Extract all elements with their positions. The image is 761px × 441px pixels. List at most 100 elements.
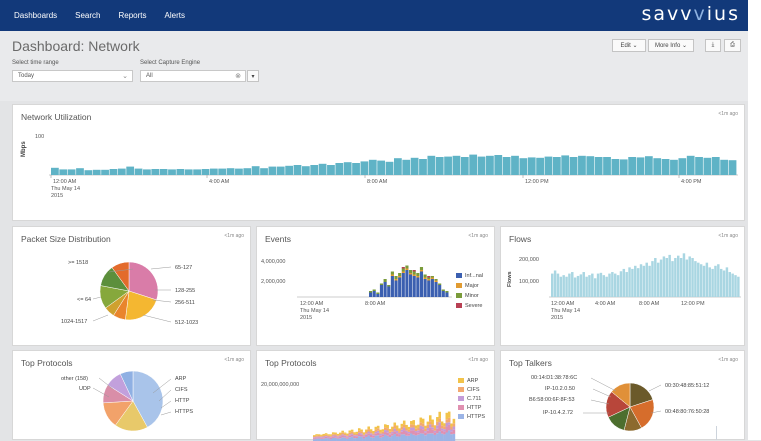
flow-bar[interactable] <box>571 272 574 297</box>
flow-bar[interactable] <box>737 276 740 297</box>
utilization-bar[interactable] <box>703 157 712 175</box>
talker-slice[interactable] <box>611 382 631 408</box>
flow-bar[interactable] <box>551 273 554 297</box>
flow-bar[interactable] <box>654 258 657 297</box>
event-bar[interactable] <box>430 276 434 278</box>
flow-bar[interactable] <box>734 275 737 297</box>
edit-button[interactable]: Edit ⌄ <box>612 39 646 52</box>
download-icon[interactable]: ⤓ <box>705 39 721 52</box>
nav-search[interactable]: Search <box>75 11 101 20</box>
utilization-bar[interactable] <box>427 155 436 175</box>
event-bar[interactable] <box>387 285 391 287</box>
nav-dashboards[interactable]: Dashboards <box>14 11 58 20</box>
flow-bar[interactable] <box>576 275 580 297</box>
utilization-bar[interactable] <box>586 156 595 175</box>
utilization-bar[interactable] <box>402 159 411 175</box>
utilization-bar[interactable] <box>285 165 294 175</box>
utilization-bar[interactable] <box>276 166 285 175</box>
utilization-bar[interactable] <box>527 157 536 175</box>
event-bar[interactable] <box>372 289 376 292</box>
event-bar[interactable] <box>416 273 420 276</box>
flow-bar[interactable] <box>671 261 674 297</box>
utilization-bar[interactable] <box>59 169 68 175</box>
utilization-bar[interactable] <box>711 157 720 175</box>
flow-bar[interactable] <box>697 262 700 297</box>
event-bar[interactable] <box>434 279 438 281</box>
utilization-bar[interactable] <box>460 157 469 175</box>
utilization-bar[interactable] <box>343 162 352 175</box>
utilization-bar[interactable] <box>310 165 319 175</box>
utilization-bar[interactable] <box>594 157 603 175</box>
event-bar[interactable] <box>423 274 427 278</box>
utilization-bar[interactable] <box>486 155 494 175</box>
event-bar[interactable] <box>419 267 424 270</box>
utilization-bar[interactable] <box>536 157 544 175</box>
event-bar[interactable] <box>427 277 431 280</box>
flow-bar[interactable] <box>619 271 623 297</box>
flow-bar[interactable] <box>614 273 617 297</box>
utilization-bar[interactable] <box>511 155 519 175</box>
utilization-bar[interactable] <box>444 156 452 175</box>
event-bar[interactable] <box>416 276 420 278</box>
utilization-bar[interactable] <box>109 169 118 175</box>
flow-bar[interactable] <box>611 272 614 297</box>
flow-bar[interactable] <box>605 276 608 297</box>
flow-bar[interactable] <box>565 276 568 297</box>
utilization-bar[interactable] <box>695 157 703 175</box>
flow-bar[interactable] <box>648 265 651 297</box>
talker-slice[interactable] <box>629 399 655 429</box>
flow-bar[interactable] <box>579 274 583 297</box>
utilization-bar[interactable] <box>92 169 101 175</box>
flow-bar[interactable] <box>628 267 631 297</box>
event-bar[interactable] <box>419 271 424 298</box>
event-bar[interactable] <box>445 292 449 298</box>
flow-bar[interactable] <box>731 273 734 297</box>
utilization-bar[interactable] <box>452 155 461 175</box>
utilization-bar[interactable] <box>561 155 570 175</box>
event-bar[interactable] <box>394 276 398 279</box>
flow-bar[interactable] <box>582 272 585 297</box>
flow-bar[interactable] <box>616 275 620 297</box>
event-bar[interactable] <box>412 276 416 297</box>
clear-icon[interactable]: ⊗ <box>235 73 241 80</box>
event-bar[interactable] <box>401 267 405 269</box>
flow-bar[interactable] <box>622 268 626 297</box>
utilization-bar[interactable] <box>603 157 611 175</box>
utilization-bar[interactable] <box>193 169 201 175</box>
event-bar[interactable] <box>409 274 413 298</box>
event-bar[interactable] <box>427 276 431 278</box>
event-bar[interactable] <box>423 279 427 297</box>
utilization-bar[interactable] <box>644 156 653 175</box>
event-bar[interactable] <box>394 280 398 298</box>
flow-bar[interactable] <box>591 273 594 297</box>
event-bar[interactable] <box>390 274 394 277</box>
utilization-bar[interactable] <box>251 166 260 175</box>
flow-bar[interactable] <box>636 268 640 297</box>
utilization-bar[interactable] <box>435 157 444 175</box>
flow-bar[interactable] <box>725 267 729 297</box>
utilization-bar[interactable] <box>544 156 553 175</box>
event-bar[interactable] <box>430 279 434 297</box>
utilization-bar[interactable] <box>51 167 59 175</box>
flow-bar[interactable] <box>679 258 683 297</box>
flow-bar[interactable] <box>562 275 565 297</box>
flow-bar[interactable] <box>685 259 689 297</box>
utilization-bar[interactable] <box>410 157 419 175</box>
utilization-bar[interactable] <box>394 158 402 175</box>
nav-reports[interactable]: Reports <box>118 11 147 20</box>
more-info-button[interactable]: More Info ⌄ <box>648 39 694 52</box>
utilization-bar[interactable] <box>143 169 151 175</box>
flow-bar[interactable] <box>642 265 646 297</box>
event-bar[interactable] <box>438 283 442 286</box>
event-bar[interactable] <box>412 274 416 277</box>
protocol-slice[interactable] <box>119 370 134 402</box>
event-bar[interactable] <box>438 285 442 297</box>
utilization-bar[interactable] <box>134 168 143 175</box>
event-bar[interactable] <box>369 292 373 298</box>
flow-bar[interactable] <box>699 264 703 297</box>
utilization-bar[interactable] <box>368 159 377 175</box>
utilization-bar[interactable] <box>117 168 126 175</box>
utilization-bar[interactable] <box>494 155 503 175</box>
flow-bar[interactable] <box>711 268 714 297</box>
utilization-bar[interactable] <box>176 169 185 175</box>
